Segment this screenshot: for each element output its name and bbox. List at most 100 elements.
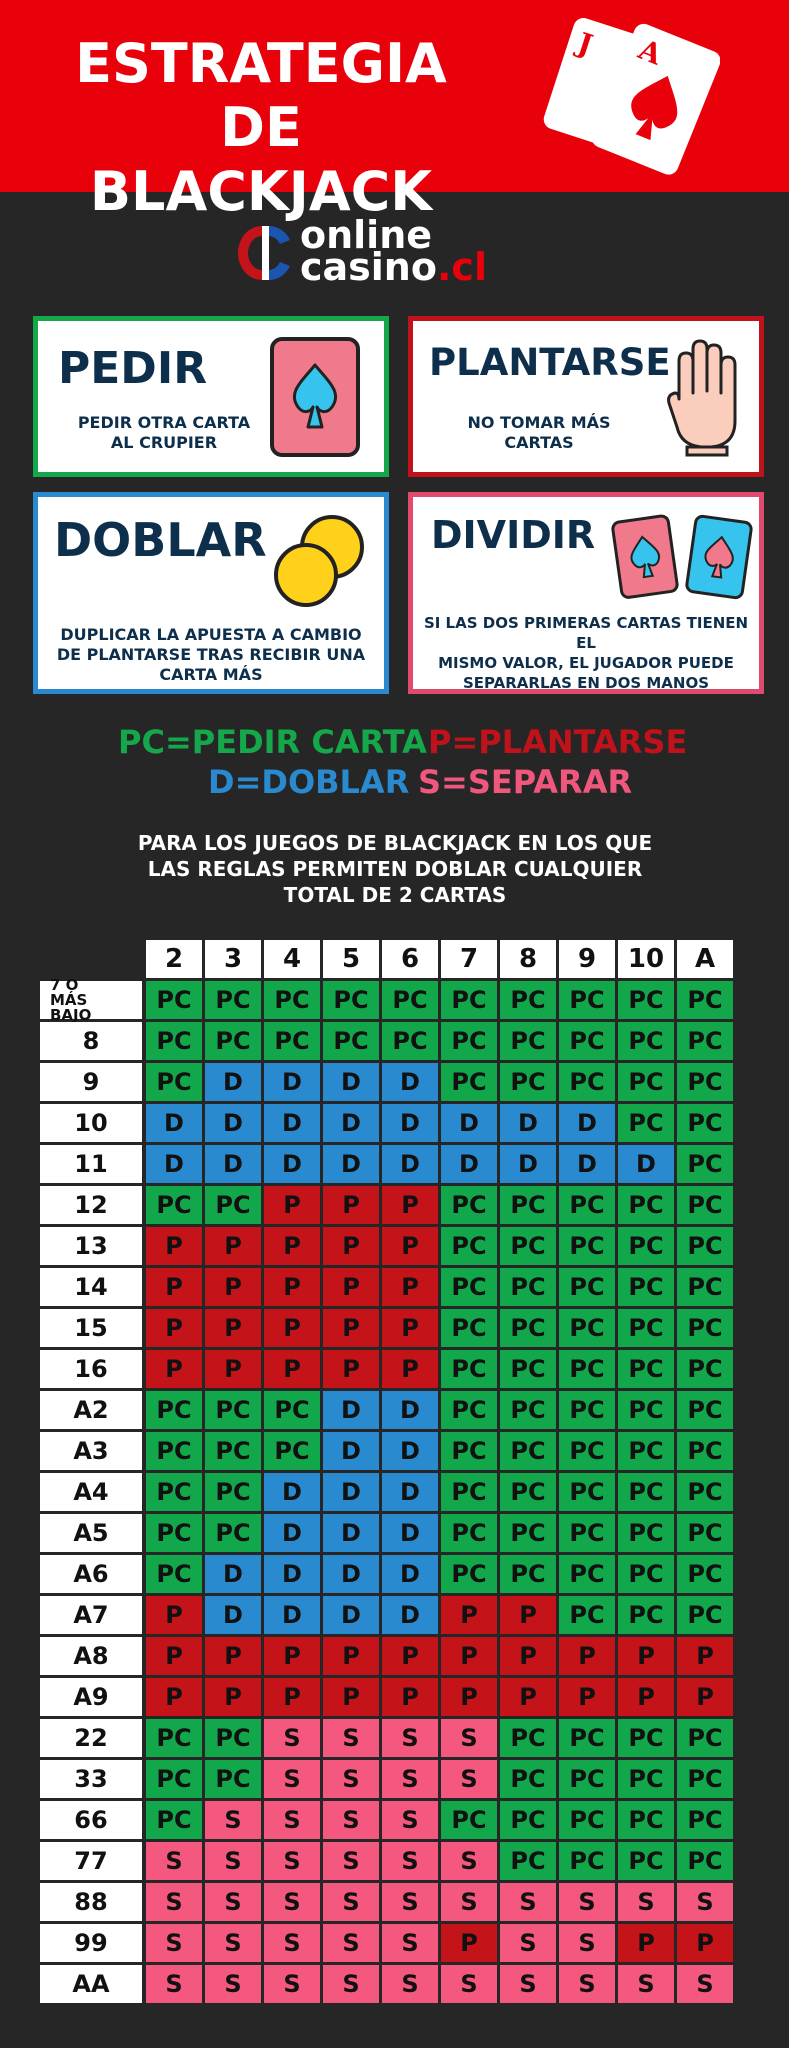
strategy-cell: PC	[500, 1801, 556, 1839]
strategy-cell: S	[677, 1883, 733, 1921]
strategy-cell: D	[264, 1104, 320, 1142]
strategy-cell: P	[146, 1227, 202, 1265]
strategy-cell: PC	[677, 1719, 733, 1757]
strategy-cell: S	[146, 1965, 202, 2003]
strategy-cell: PC	[146, 1555, 202, 1593]
strategy-cell: S	[264, 1965, 320, 2003]
strategy-cell: S	[205, 1924, 261, 1962]
strategy-cell: S	[205, 1801, 261, 1839]
spade-card-icon	[270, 337, 360, 457]
strategy-cell: PC	[205, 1514, 261, 1552]
definition-pedir: PEDIR PEDIR OTRA CARTA AL CRUPIER	[33, 316, 389, 477]
playing-cards-icon: J A	[543, 17, 720, 175]
row-label: A6	[40, 1555, 142, 1593]
strategy-cell: D	[323, 1555, 379, 1593]
strategy-cell: PC	[677, 1473, 733, 1511]
strategy-cell: PC	[382, 1022, 438, 1060]
logo-word-casino: casino.cl	[300, 248, 487, 286]
strategy-cell: S	[441, 1883, 497, 1921]
strategy-cell: D	[382, 1596, 438, 1634]
strategy-cell: S	[205, 1965, 261, 2003]
strategy-cell: S	[618, 1965, 674, 2003]
strategy-cell: PC	[559, 1719, 615, 1757]
dividir-title: DIVIDIR	[431, 513, 596, 557]
strategy-cell: PC	[559, 1473, 615, 1511]
strategy-cell: P	[146, 1268, 202, 1306]
strategy-cell: P	[382, 1227, 438, 1265]
strategy-cell: PC	[500, 1473, 556, 1511]
row-label: 22	[40, 1719, 142, 1757]
strategy-cell: D	[205, 1063, 261, 1101]
strategy-cell: PC	[500, 1350, 556, 1388]
strategy-cell: PC	[559, 1063, 615, 1101]
strategy-cell: D	[382, 1473, 438, 1511]
strategy-cell: P	[264, 1309, 320, 1347]
strategy-cell: P	[264, 1678, 320, 1716]
title-line-1: ESTRATEGIA DE	[75, 32, 447, 159]
strategy-cell: PC	[441, 1555, 497, 1593]
row-label: 77	[40, 1842, 142, 1880]
strategy-cell: P	[323, 1637, 379, 1675]
strategy-cell: S	[382, 1760, 438, 1798]
strategy-cell: S	[264, 1842, 320, 1880]
row-label: A4	[40, 1473, 142, 1511]
strategy-cell: PC	[205, 1760, 261, 1798]
strategy-cell: P	[500, 1596, 556, 1634]
strategy-cell: D	[441, 1145, 497, 1183]
strategy-cell: PC	[559, 1432, 615, 1470]
strategy-cell: PC	[677, 1555, 733, 1593]
legend-s: S=SEPARAR	[418, 763, 633, 801]
doblar-description: DUPLICAR LA APUESTA A CAMBIO DE PLANTARS…	[54, 625, 368, 685]
strategy-cell: S	[323, 1924, 379, 1962]
row-label: 12	[40, 1186, 142, 1224]
strategy-cell: PC	[500, 1227, 556, 1265]
strategy-cell: PC	[618, 1104, 674, 1142]
plantarse-desc-line-2: CARTAS	[504, 433, 574, 452]
strategy-cell: PC	[441, 981, 497, 1019]
strategy-cell: S	[382, 1924, 438, 1962]
strategy-cell: S	[382, 1883, 438, 1921]
strategy-cell: PC	[500, 1760, 556, 1798]
pedir-desc-line-1: PEDIR OTRA CARTA	[77, 413, 251, 432]
title-line-2: BLACKJACK	[89, 160, 433, 223]
strategy-cell: PC	[264, 1022, 320, 1060]
strategy-cell: PC	[677, 1391, 733, 1429]
column-header: 10	[618, 940, 674, 978]
strategy-cell: PC	[441, 1022, 497, 1060]
strategy-cell: PC	[677, 1801, 733, 1839]
strategy-cell: PC	[618, 1555, 674, 1593]
strategy-cell: D	[500, 1145, 556, 1183]
strategy-cell: P	[677, 1924, 733, 1962]
strategy-cell: PC	[618, 1268, 674, 1306]
column-header: 4	[264, 940, 320, 978]
strategy-cell: P	[205, 1350, 261, 1388]
row-label: 7 O MÁS BAJO	[40, 977, 142, 1022]
row-label: 8	[40, 1022, 142, 1060]
strategy-cell: PC	[500, 1186, 556, 1224]
row-label: 99	[40, 1924, 142, 1962]
strategy-cell: P	[382, 1637, 438, 1675]
strategy-cell: PC	[559, 1514, 615, 1552]
strategy-cell: PC	[323, 981, 379, 1019]
strategy-cell: PC	[618, 1719, 674, 1757]
strategy-cell: D	[323, 1391, 379, 1429]
strategy-cell: S	[264, 1801, 320, 1839]
strategy-cell: S	[441, 1965, 497, 2003]
strategy-cell: S	[382, 1719, 438, 1757]
strategy-cell: PC	[559, 1555, 615, 1593]
strategy-cell: PC	[677, 1063, 733, 1101]
strategy-cell: P	[500, 1678, 556, 1716]
strategy-cell: PC	[618, 1391, 674, 1429]
strategy-cell: S	[205, 1883, 261, 1921]
strategy-cell: PC	[500, 1432, 556, 1470]
strategy-cell: PC	[500, 1555, 556, 1593]
strategy-cell: D	[382, 1145, 438, 1183]
strategy-cell: P	[677, 1637, 733, 1675]
column-header: 5	[323, 940, 379, 978]
strategy-cell: PC	[441, 1186, 497, 1224]
strategy-cell: S	[382, 1842, 438, 1880]
pedir-title: PEDIR	[58, 343, 208, 394]
strategy-cell: PC	[677, 1596, 733, 1634]
strategy-cell: P	[323, 1186, 379, 1224]
strategy-cell: P	[146, 1637, 202, 1675]
